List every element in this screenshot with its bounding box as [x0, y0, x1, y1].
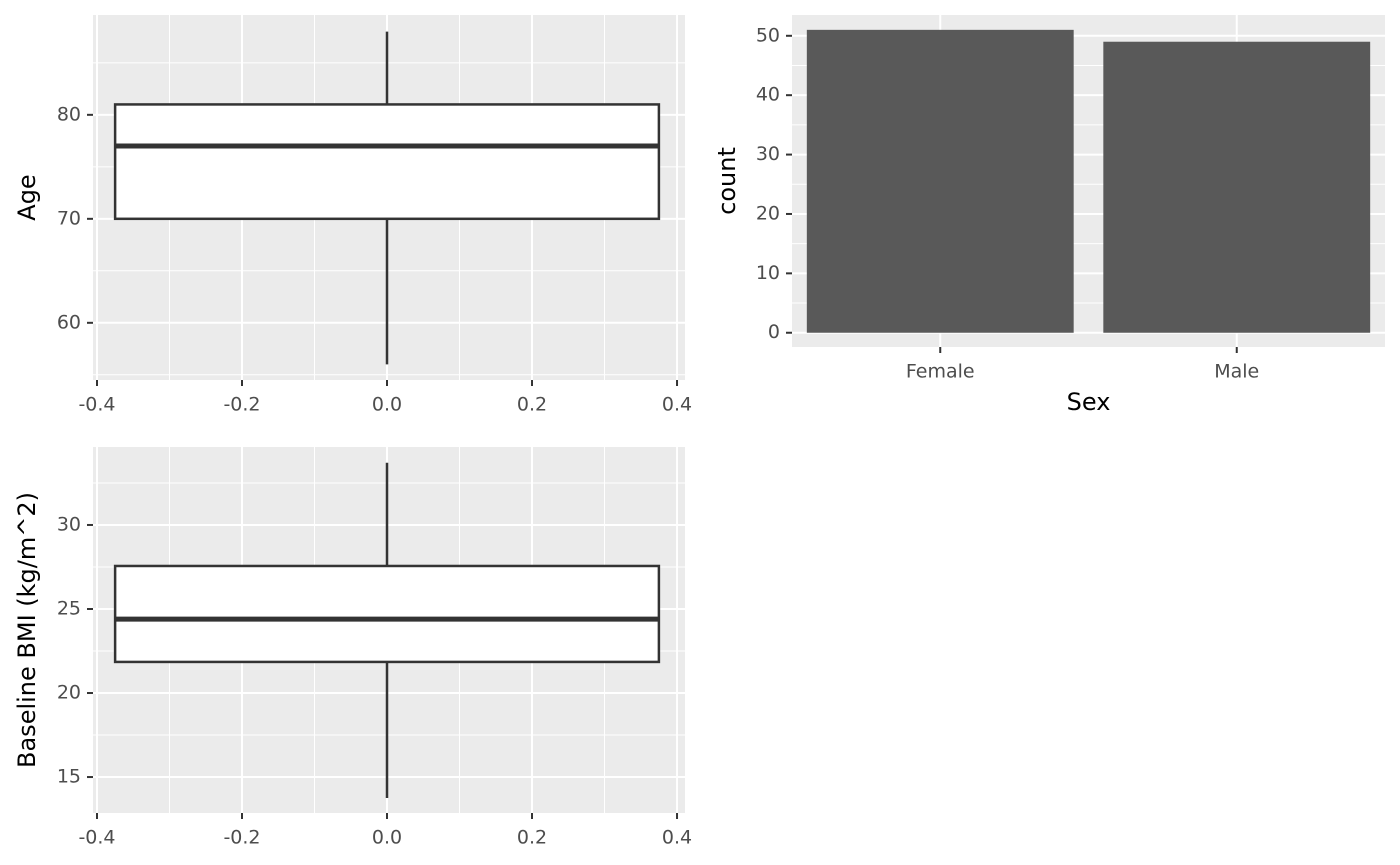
x-tick-label: 0.0	[372, 394, 402, 416]
y-tick-label: 30	[756, 143, 780, 165]
y-tick-label: 20	[57, 682, 81, 704]
y-axis-label: Age	[13, 174, 41, 220]
y-tick-label: 80	[57, 103, 81, 125]
x-tick-label: -0.4	[78, 394, 115, 416]
x-tick-label: 0.4	[662, 827, 692, 849]
x-tick-label: 0.4	[662, 394, 692, 416]
x-tick-label: 0.2	[517, 827, 547, 849]
y-tick-label: 50	[756, 24, 780, 46]
x-tick-label: -0.2	[223, 827, 260, 849]
box	[113, 564, 661, 664]
y-axis-label: Baseline BMI (kg/m^2)	[13, 492, 41, 768]
x-tick-label: Female	[906, 361, 975, 383]
x-tick-label: -0.4	[78, 827, 115, 849]
y-tick-label: 70	[57, 207, 81, 229]
y-tick-label: 25	[57, 597, 81, 619]
y-tick-label: 60	[57, 311, 81, 333]
x-axis-label: Sex	[1067, 388, 1111, 416]
y-tick-label: 40	[756, 84, 780, 106]
y-tick-label: 30	[57, 513, 81, 535]
y-axis-label: count	[713, 147, 741, 215]
y-tick-label: 20	[756, 202, 780, 224]
x-tick-label: 0.0	[372, 827, 402, 849]
y-tick-label: 0	[768, 321, 780, 343]
x-tick-label: -0.2	[223, 394, 260, 416]
bar	[806, 29, 1074, 333]
x-tick-label: Male	[1214, 361, 1259, 383]
bar	[1103, 41, 1371, 333]
box	[113, 103, 661, 221]
y-tick-label: 10	[756, 262, 780, 284]
y-tick-label: 15	[57, 766, 81, 788]
x-tick-label: 0.2	[517, 394, 547, 416]
